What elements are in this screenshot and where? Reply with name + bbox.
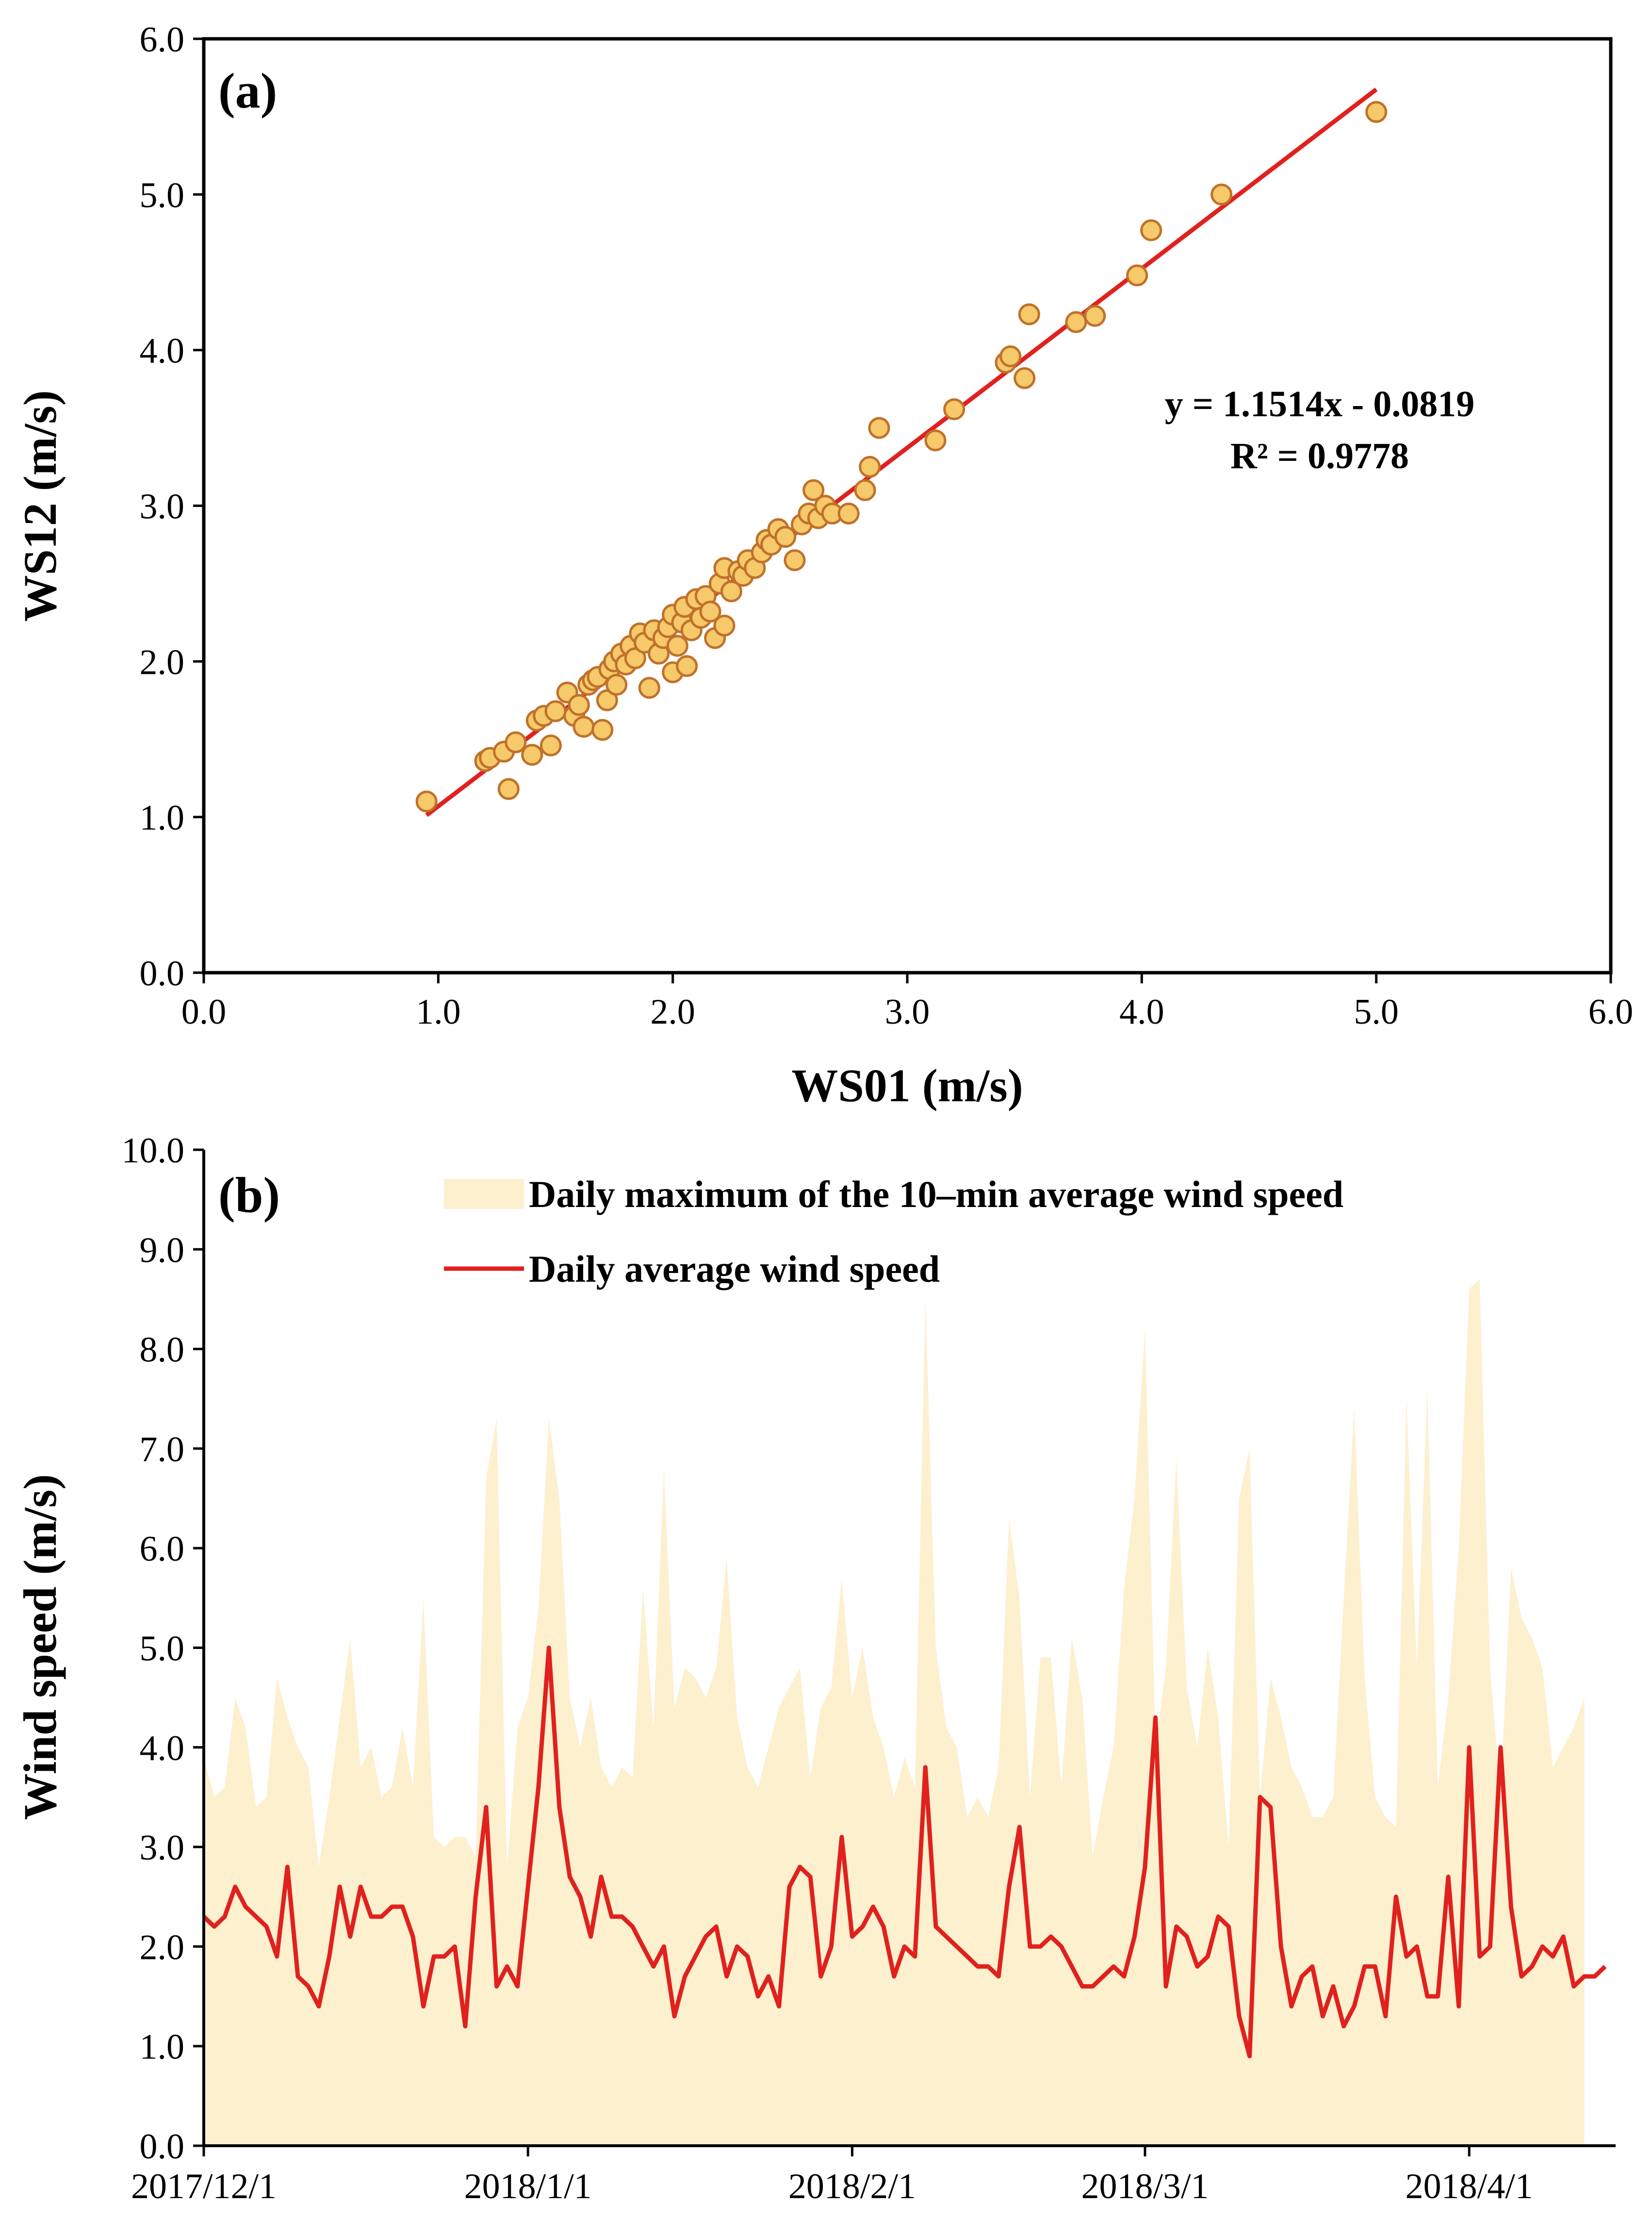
panel-a-y-tick-label: 0.0	[140, 954, 185, 994]
scatter-point	[415, 790, 438, 813]
scatter-point	[854, 479, 876, 501]
panel-b-y-ticks: 0.0 1.0 2.0 3.0 4.0 5.0 6.0 7.0 8.0 9.0 10.0	[122, 1131, 204, 2167]
panel-a-y-tick-label: 2.0	[140, 642, 185, 682]
scatter-point	[572, 716, 595, 738]
panel-a-y-ticks: 0.0 1.0 2.0 3.0 4.0 5.0 6.0	[140, 20, 204, 994]
scatter-point	[497, 778, 520, 800]
panel-a-y-tick-label: 4.0	[140, 331, 185, 371]
panel-a-x-tick-label: 3.0	[885, 992, 930, 1032]
panel-a-x-ticks: 0.0 1.0 2.0 3.0 4.0 5.0 6.0	[181, 973, 1634, 1032]
panel-b-y-tick-label: 3.0	[140, 1828, 185, 1868]
panel-b-y-tick-label: 0.0	[140, 2127, 185, 2167]
panel-b-x-ticks: 2017/12/1 2018/1/1 2018/2/1 2018/3/1 2018/4/…	[131, 2146, 1533, 2206]
panel-a-plot-frame	[202, 37, 1613, 975]
panel-a-scatter: 0.0 1.0 2.0 3.0 4.0 5.0 6.0 0.0 1.0 2.0 3.0 4.0 5.0…	[14, 20, 1633, 1111]
panel-a-r-squared: R² = 0.9778	[1230, 436, 1409, 476]
scatter-point	[868, 417, 890, 439]
panel-b-y-tick-label: 9.0	[140, 1230, 185, 1270]
scatter-point	[544, 700, 567, 722]
scatter-point	[1210, 183, 1233, 206]
scatter-point	[605, 673, 628, 696]
panel-a-x-tick-label: 4.0	[1119, 992, 1164, 1032]
panel-a-y-tick-label: 3.0	[140, 487, 185, 527]
panel-a-x-tick-label: 6.0	[1588, 992, 1634, 1032]
scatter-point	[1065, 311, 1087, 333]
scatter-point	[1126, 264, 1148, 287]
panel-b-y-tick-label: 8.0	[140, 1330, 185, 1370]
panel-a-equation: y = 1.1514x - 0.0819	[1165, 384, 1475, 424]
panel-b-y-tick-label: 4.0	[140, 1729, 185, 1768]
panel-b-x-tick-label: 2018/1/1	[464, 2167, 592, 2206]
scatter-point	[784, 549, 806, 571]
panel-a-y-tick-label: 6.0	[140, 20, 185, 60]
panel-b-x-tick-label: 2018/4/1	[1406, 2167, 1533, 2206]
panel-b-y-tick-label: 5.0	[140, 1629, 185, 1669]
scatter-point	[924, 429, 947, 452]
panel-a-x-tick-label: 5.0	[1354, 992, 1399, 1032]
scatter-point	[1084, 305, 1106, 327]
panel-b-x-tick-label: 2018/3/1	[1081, 2167, 1209, 2206]
daily-max-area	[204, 1279, 1585, 2146]
scatter-point	[802, 479, 825, 501]
panel-b-y-tick-label: 2.0	[140, 1927, 185, 1967]
scatter-point	[1140, 219, 1162, 242]
panel-b-x-tick-label: 2018/2/1	[788, 2167, 916, 2206]
panel-b-y-tick-label: 7.0	[140, 1430, 185, 1469]
scatter-point	[596, 689, 618, 712]
panel-a-y-tick-label: 5.0	[140, 176, 185, 215]
legend-max-swatch	[444, 1179, 524, 1209]
scatter-point	[1018, 303, 1040, 326]
scatter-point	[1014, 367, 1036, 389]
scatter-point	[521, 744, 543, 766]
panel-a-x-tick-label: 0.0	[181, 992, 227, 1032]
panel-a-points	[415, 101, 1388, 813]
scatter-point	[699, 601, 721, 623]
legend-max-label: Daily maximum of the 10–min average wind…	[529, 1173, 1343, 1215]
scatter-point	[666, 635, 688, 657]
panel-a-label: (a)	[218, 63, 277, 119]
panel-a-x-axis-title: WS01 (m/s)	[791, 1060, 1023, 1111]
scatter-point	[505, 731, 527, 753]
daily-average-line	[202, 1646, 1607, 2058]
panel-b-y-tick-label: 6.0	[140, 1529, 185, 1569]
scatter-point	[540, 734, 562, 757]
panel-a-y-axis-title: WS12 (m/s)	[14, 390, 66, 621]
legend-average-label: Daily average wind speed	[529, 1248, 940, 1290]
scatter-point	[774, 526, 797, 548]
panel-b-y-tick-label: 10.0	[122, 1131, 185, 1171]
panel-b-y-axis-title: Wind speed (m/s)	[14, 1474, 66, 1820]
scatter-point	[999, 345, 1022, 367]
scatter-point	[676, 655, 698, 677]
panel-b-label: (b)	[218, 1167, 280, 1223]
panel-b-y-tick-label: 1.0	[140, 2027, 185, 2067]
panel-a-y-tick-label: 1.0	[140, 798, 185, 838]
scatter-point	[1365, 101, 1388, 123]
panel-a-x-tick-label: 2.0	[650, 992, 695, 1032]
panel-b-timeseries: 2017/12/1 2018/1/1 2018/2/1 2018/3/1 2018/4/…	[14, 1131, 1616, 2206]
panel-a-x-tick-label: 1.0	[416, 992, 461, 1032]
scatter-point	[638, 677, 660, 699]
scatter-point	[943, 398, 965, 421]
panel-b-x-tick-label: 2017/12/1	[131, 2167, 277, 2206]
scatter-point	[859, 456, 881, 478]
scatter-point	[624, 647, 646, 669]
scatter-point	[837, 503, 860, 525]
scatter-point	[591, 719, 614, 741]
scatter-point	[720, 580, 742, 603]
scatter-point	[713, 615, 736, 637]
scatter-point	[568, 694, 590, 716]
